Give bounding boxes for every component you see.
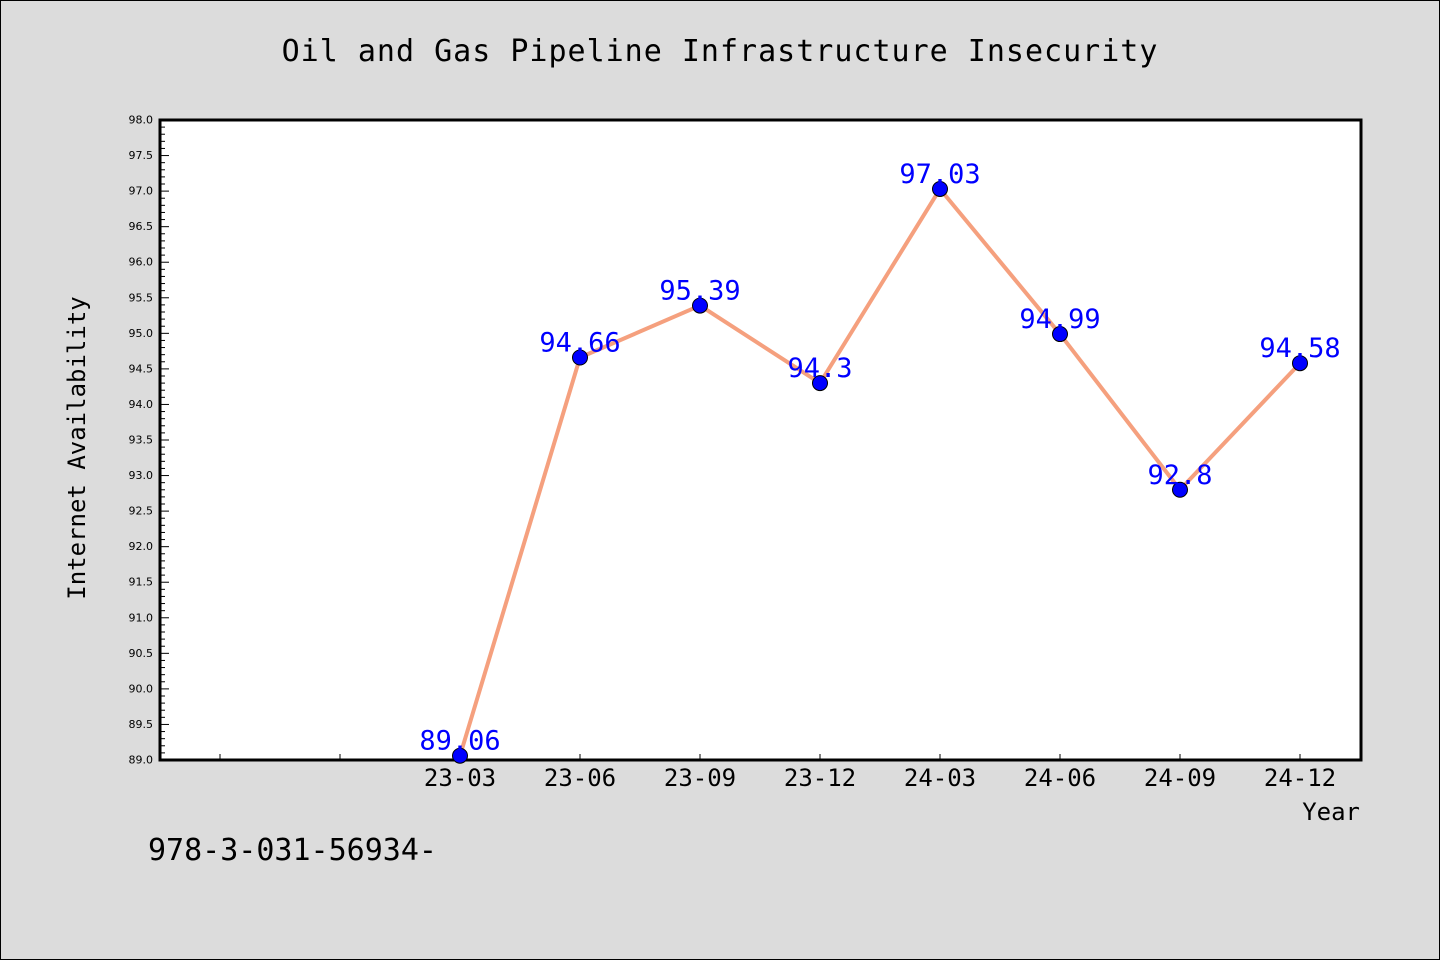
y-axis-ticks: 89.0 89.5 90.0 90.5 91.0 91.5 92.0 92.5 93.0 93.5… — [129, 114, 169, 767]
y-tick-label: 89.5 — [129, 718, 154, 731]
data-point — [1172, 481, 1188, 498]
data-label: 89.06 — [419, 726, 500, 757]
y-tick-label: 97.5 — [129, 149, 154, 162]
data-label: 92.8 — [1147, 460, 1212, 491]
x-tick-label: 23-09 — [664, 764, 736, 792]
y-tick-label: 92.5 — [129, 505, 154, 518]
data-label: 95.39 — [659, 276, 740, 307]
y-tick-label: 96.5 — [129, 220, 154, 233]
x-tick-label: 23-06 — [544, 764, 616, 792]
data-point — [452, 747, 468, 764]
y-tick-label: 94.5 — [129, 362, 154, 375]
x-tick-label: 23-03 — [424, 764, 496, 792]
y-tick-label: 98.0 — [129, 114, 154, 127]
y-tick-label: 96.0 — [129, 256, 154, 269]
x-axis-label: Year — [1302, 798, 1360, 826]
x-tick-label: 24-06 — [1024, 764, 1096, 792]
footer-note: 978-3-031-56934- — [148, 833, 437, 868]
y-tick-label: 94.0 — [129, 398, 154, 411]
data-labels-group: 89.06 94.66 95.39 94.3 97.03 94.99 92.8 94.58 — [419, 159, 1340, 757]
y-tick-label: 95.0 — [129, 327, 154, 340]
y-tick-label: 90.0 — [129, 682, 154, 695]
data-label: 97.03 — [899, 159, 980, 190]
y-tick-label: 97.0 — [129, 185, 154, 198]
y-tick-label: 90.5 — [129, 647, 154, 660]
data-point — [812, 375, 828, 392]
x-tick-label: 23-12 — [784, 764, 856, 792]
data-point — [932, 180, 948, 197]
y-tick-label: 91.5 — [129, 576, 154, 589]
data-point — [1052, 326, 1068, 343]
y-tick-label: 93.0 — [129, 469, 154, 482]
y-tick-label: 95.5 — [129, 291, 154, 304]
series-line-group — [452, 180, 1308, 764]
data-label: 94.3 — [787, 353, 852, 384]
y-axis-label: Internet Availability — [63, 296, 91, 599]
chart-title: Oil and Gas Pipeline Infrastructure Inse… — [281, 34, 1159, 69]
x-tick-label: 24-09 — [1144, 764, 1216, 792]
y-tick-label: 91.0 — [129, 611, 154, 624]
data-label: 94.66 — [539, 328, 620, 359]
y-tick-label: 93.5 — [129, 434, 154, 447]
data-point — [692, 297, 708, 314]
data-label: 94.99 — [1019, 304, 1100, 335]
data-point — [1292, 355, 1308, 372]
series-line — [458, 186, 1302, 757]
data-label: 94.58 — [1259, 333, 1340, 364]
x-tick-label: 24-12 — [1264, 764, 1336, 792]
data-point — [572, 349, 588, 366]
y-tick-label: 89.0 — [129, 754, 154, 767]
x-tick-label: 24-03 — [904, 764, 976, 792]
y-tick-label: 92.0 — [129, 540, 154, 553]
plot-area — [158, 118, 1363, 762]
x-axis-ticks: 23-03 23-06 23-09 23-12 24-03 24-06 24-09 24-12 — [219, 754, 1336, 792]
